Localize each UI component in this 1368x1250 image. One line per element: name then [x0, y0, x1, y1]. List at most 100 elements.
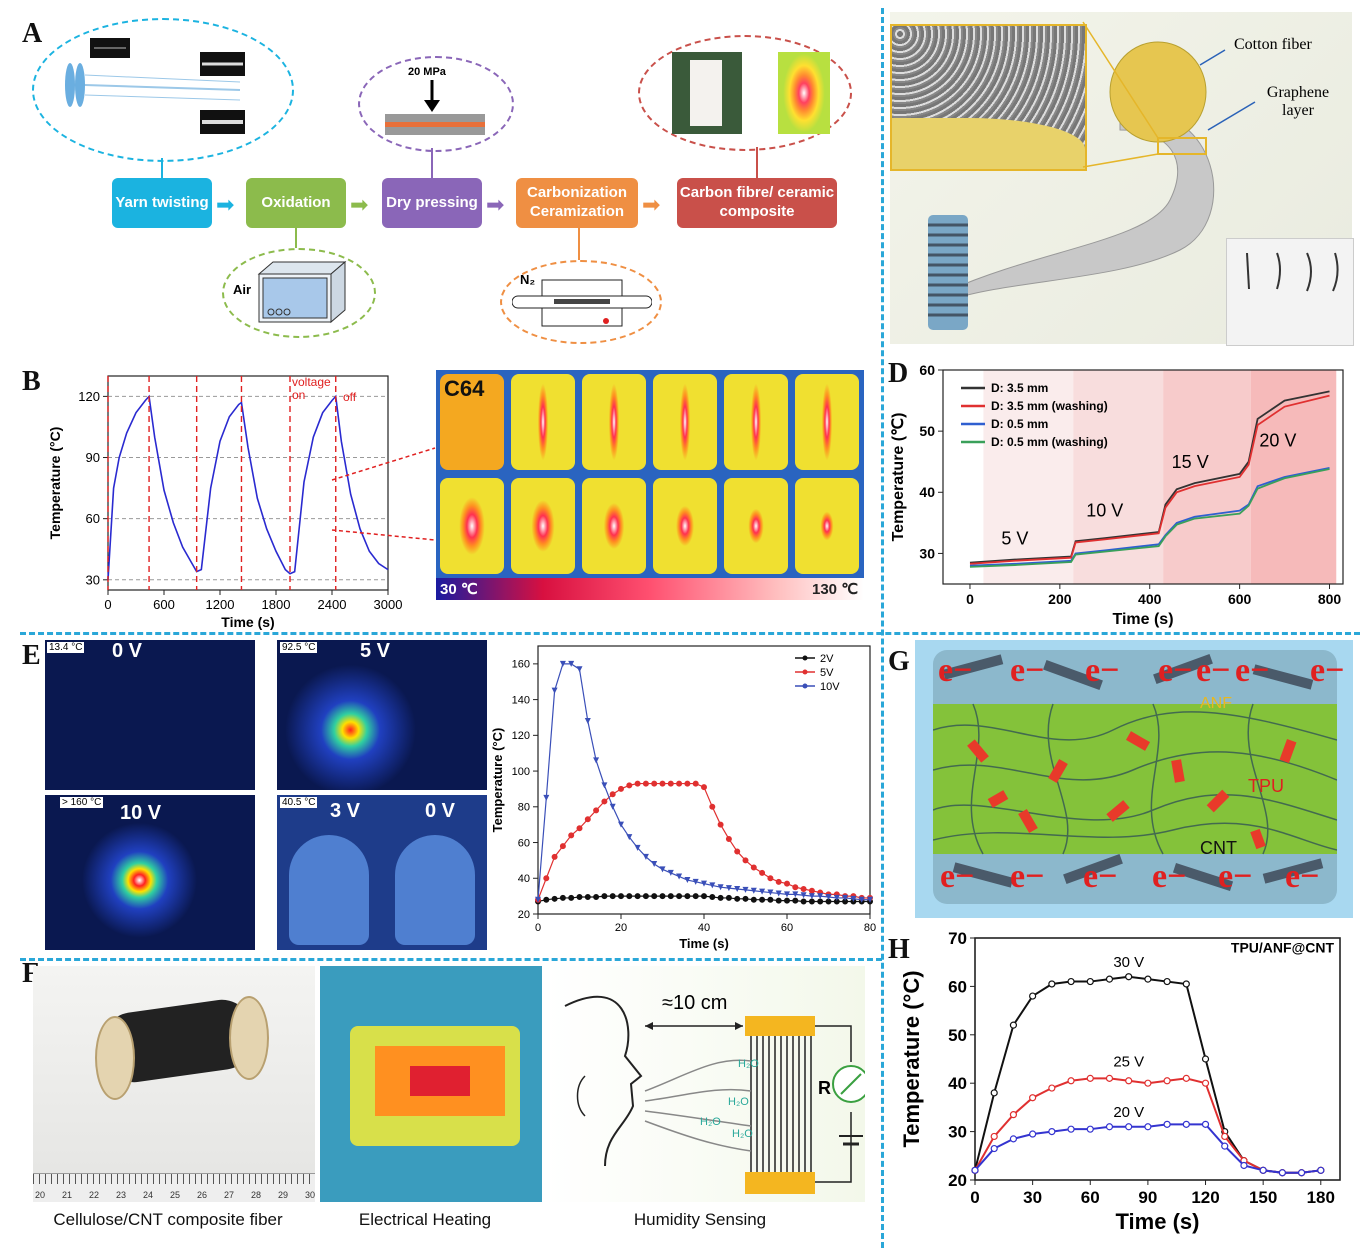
- y-axis-label: Temperature (°C): [490, 728, 505, 833]
- data-point: [717, 821, 724, 828]
- y-tick-label: 60: [919, 362, 935, 378]
- thermal-colorbar: [436, 578, 864, 600]
- x-tick-label: 800: [1318, 591, 1342, 607]
- data-point: [990, 1144, 998, 1153]
- data-point: [1048, 980, 1056, 988]
- data-point: [626, 893, 633, 900]
- series-annotation: 20 V: [1113, 1104, 1144, 1121]
- x-axis-label: Time (s): [1116, 1209, 1200, 1234]
- legend-marker: [802, 683, 808, 689]
- ir-temp-10v: > 160 °C: [60, 797, 104, 808]
- data-point: [601, 782, 608, 789]
- connector-press: [431, 148, 433, 178]
- data-point: [867, 896, 873, 903]
- data-point: [626, 834, 633, 841]
- h2o-label-4: H₂O: [732, 1128, 753, 1140]
- electron-symbol: e−: [940, 858, 975, 895]
- plot-frame: [974, 937, 1341, 1181]
- data-point: [808, 898, 815, 905]
- data-point: [792, 891, 799, 898]
- data-point: [535, 896, 541, 903]
- data-point: [676, 873, 683, 880]
- ruler-number: 27: [224, 1190, 235, 1200]
- scale-max-label: 130 ℃: [812, 581, 859, 598]
- x-tick-label: 1800: [262, 597, 291, 612]
- data-point: [1009, 1135, 1018, 1143]
- data-point: [551, 895, 558, 902]
- thermal-grid: [436, 370, 864, 600]
- data-point: [701, 784, 708, 791]
- connector-oven: [295, 228, 297, 248]
- composite-photo: [672, 52, 742, 134]
- x-tick-label: 150: [1249, 1188, 1277, 1207]
- data-point: [1317, 1166, 1325, 1174]
- ir-image-5v: [277, 640, 487, 790]
- data-point: [593, 757, 600, 764]
- ruler-number: 28: [251, 1190, 262, 1200]
- x-tick-label: 3000: [374, 597, 403, 612]
- data-point: [1182, 1074, 1190, 1082]
- label-graphene-layer: Graphene layer: [1266, 84, 1330, 119]
- plot-frame: [942, 369, 1344, 585]
- y-tick-label: 20: [518, 909, 530, 921]
- humidity-diagram: [545, 966, 870, 1202]
- data-point: [676, 893, 683, 900]
- data-point: [1009, 1111, 1018, 1119]
- x-tick-label: 1200: [206, 597, 235, 612]
- x-tick-label: 180: [1307, 1188, 1335, 1207]
- b-connector-arrows: [331, 447, 436, 541]
- thermal-cell: [795, 478, 859, 574]
- data-point: [1105, 1074, 1114, 1082]
- y-tick-label: 40: [948, 1074, 967, 1093]
- series-line-D-0-5-mm-washing-: [969, 468, 1330, 568]
- series-line-10V: [537, 663, 870, 901]
- separator-row1: [20, 632, 1360, 635]
- data-point: [784, 880, 791, 887]
- connector-composite: [756, 147, 758, 178]
- data-point: [742, 886, 749, 893]
- thermal-cell: [653, 374, 717, 470]
- x-tick-label: 80: [864, 922, 876, 934]
- voltage-annotation: 15 V: [1172, 452, 1209, 472]
- data-point: [808, 887, 815, 894]
- legend-label: D: 0.5 mm: [991, 417, 1048, 431]
- thermal-cell: [511, 478, 575, 574]
- ir-label-5v: 5 V: [360, 640, 391, 662]
- label-anf: ANF: [1200, 695, 1232, 712]
- data-point: [775, 897, 782, 904]
- data-point: [659, 866, 666, 873]
- thermal-cell: [795, 374, 859, 470]
- data-point: [584, 718, 591, 725]
- step-yarn-twisting: Yarn twisting: [112, 178, 212, 228]
- data-point: [1105, 975, 1114, 983]
- ir-temp-0v: 13.4 °C: [47, 642, 85, 653]
- data-point: [1105, 1123, 1114, 1131]
- panel-label-h: H: [888, 934, 910, 965]
- data-point: [609, 893, 616, 900]
- data-point: [759, 896, 766, 903]
- data-point: [775, 890, 782, 897]
- data-point: [742, 895, 749, 902]
- voltage-on-label: voltage on: [292, 375, 331, 403]
- data-point: [709, 803, 716, 810]
- thermal-cell: [724, 478, 788, 574]
- panel-label-e: E: [22, 640, 41, 671]
- y-tick-label: 120: [512, 730, 530, 742]
- data-point: [734, 848, 741, 855]
- data-point: [642, 853, 649, 860]
- data-point: [1163, 977, 1171, 986]
- graphene-zoom-box: [890, 24, 1087, 171]
- thermal-cell: [582, 374, 646, 470]
- data-point: [734, 885, 741, 892]
- x-tick-label: 600: [153, 597, 175, 612]
- data-point: [659, 893, 666, 900]
- data-point: [618, 821, 624, 828]
- h2o-label-3: H₂O: [738, 1058, 759, 1070]
- data-point: [1297, 1169, 1306, 1177]
- data-point: [825, 894, 832, 901]
- data-point: [1221, 1132, 1229, 1141]
- electron-symbol: e−: [1010, 652, 1045, 689]
- chart-e: 0 20 40 60 80 20 40 60 80 100 120 140 160 Time (s) Tem…: [490, 645, 876, 951]
- ruler-number: 21: [62, 1190, 73, 1200]
- y-tick-label: 160: [512, 659, 530, 671]
